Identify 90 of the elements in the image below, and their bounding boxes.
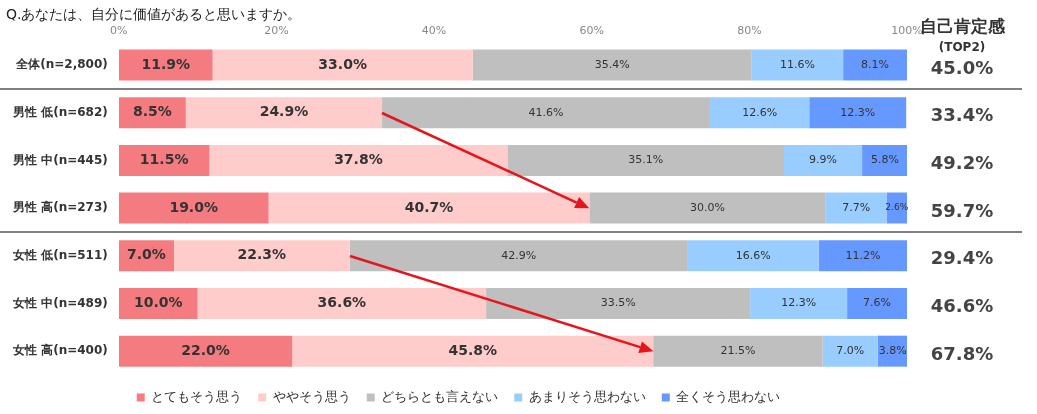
x-tick-label: 60% bbox=[579, 24, 604, 38]
text: 29.4% bbox=[930, 247, 994, 269]
text: 67.8% bbox=[930, 342, 994, 364]
data-label: 5.8% bbox=[870, 153, 899, 167]
x-tick-label: 80% bbox=[737, 24, 762, 38]
bar bbox=[118, 49, 213, 81]
data-label: 35.4% bbox=[594, 57, 630, 71]
text: 46.6% bbox=[930, 295, 994, 317]
bar bbox=[843, 49, 907, 81]
data-label: 36.6% bbox=[317, 294, 367, 311]
data-label: 11.2% bbox=[845, 248, 881, 262]
bar bbox=[472, 49, 752, 81]
legend-label: どちらとも言えない bbox=[381, 388, 499, 404]
y-tick-label: 男性 低(n=682) bbox=[12, 104, 108, 119]
y-tick-label: 男性 高(n=273) bbox=[12, 200, 108, 215]
y-tick-label: 男性 中(n=445) bbox=[12, 152, 108, 167]
bar bbox=[847, 287, 907, 319]
bar bbox=[185, 97, 383, 129]
bar bbox=[653, 335, 823, 367]
bar bbox=[784, 144, 863, 176]
data-label: 7.6% bbox=[863, 296, 892, 310]
bar bbox=[809, 97, 907, 129]
bar bbox=[486, 287, 751, 319]
text: 33.4% bbox=[930, 104, 994, 126]
bar bbox=[818, 240, 907, 272]
bar bbox=[507, 144, 785, 176]
bar bbox=[212, 49, 473, 81]
legend-label: ややそう思う bbox=[272, 388, 351, 404]
data-label: 30.0% bbox=[690, 200, 726, 214]
data-label: 11.5% bbox=[139, 151, 189, 168]
bar bbox=[209, 144, 508, 176]
chart-title: Q.あなたは、自分に価値があると思いますか。 bbox=[6, 6, 302, 24]
data-label: 11.9% bbox=[141, 55, 190, 72]
bar bbox=[822, 335, 878, 367]
data-label: 8.1% bbox=[861, 57, 890, 71]
data-label: 42.9% bbox=[501, 248, 537, 262]
data-label: 33.0% bbox=[318, 55, 367, 72]
y-tick-label: 全体(n=2,800) bbox=[15, 57, 108, 72]
data-label: 45.8% bbox=[448, 341, 497, 358]
bar bbox=[118, 335, 293, 367]
data-label: 16.6% bbox=[735, 248, 771, 262]
y-tick-label: 女性 低(n=511) bbox=[12, 247, 108, 262]
text: 59.7% bbox=[930, 199, 994, 221]
bar bbox=[382, 97, 710, 129]
bar bbox=[118, 144, 210, 176]
data-label: 24.9% bbox=[259, 103, 309, 120]
bar bbox=[825, 192, 887, 224]
data-label: 22.0% bbox=[181, 341, 230, 358]
data-label: 41.6% bbox=[528, 105, 564, 119]
bar bbox=[268, 192, 590, 224]
data-label: 40.7% bbox=[404, 198, 454, 215]
legend-label: とてもそう思う bbox=[151, 388, 243, 404]
legend-label: あまりそう思わない bbox=[528, 388, 646, 404]
bar bbox=[709, 97, 810, 129]
x-tick-label: 0% bbox=[110, 24, 128, 38]
text: 49.2% bbox=[930, 152, 994, 174]
bar bbox=[751, 49, 844, 81]
data-label: 10.0% bbox=[133, 294, 183, 311]
data-label: 3.8% bbox=[878, 344, 907, 358]
data-label: 7.0% bbox=[836, 344, 865, 358]
x-tick-label: 20% bbox=[264, 24, 289, 38]
data-label: 12.3% bbox=[781, 296, 817, 310]
data-label: 8.5% bbox=[132, 103, 172, 120]
data-label: 12.3% bbox=[840, 105, 876, 119]
bar bbox=[292, 335, 654, 367]
data-label: 22.3% bbox=[237, 246, 287, 263]
y-tick-label: 女性 中(n=489) bbox=[12, 295, 108, 310]
data-label: 9.9% bbox=[809, 153, 838, 167]
y-tick-label: 女性 高(n=400) bbox=[12, 343, 108, 358]
data-label: 11.6% bbox=[779, 57, 815, 71]
data-label: 19.0% bbox=[169, 198, 218, 215]
bar bbox=[687, 240, 819, 272]
data-label: 12.6% bbox=[742, 105, 778, 119]
bar bbox=[118, 192, 269, 224]
data-label: 37.8% bbox=[334, 151, 383, 168]
bar bbox=[197, 287, 487, 319]
data-label: 7.0% bbox=[126, 246, 166, 263]
text: 45.0% bbox=[930, 56, 994, 78]
data-label: 33.5% bbox=[600, 296, 636, 310]
data-label: 35.1% bbox=[628, 153, 664, 167]
text: (TOP2) bbox=[938, 40, 986, 55]
bar bbox=[349, 240, 688, 272]
legend-label: 全くそう思わない bbox=[676, 388, 781, 404]
bar bbox=[173, 240, 350, 272]
bar bbox=[862, 144, 907, 176]
bar bbox=[589, 192, 826, 224]
data-label: 7.7% bbox=[842, 200, 871, 214]
bar bbox=[750, 287, 848, 319]
data-label: 21.5% bbox=[720, 344, 756, 358]
x-tick-label: 40% bbox=[421, 24, 447, 38]
